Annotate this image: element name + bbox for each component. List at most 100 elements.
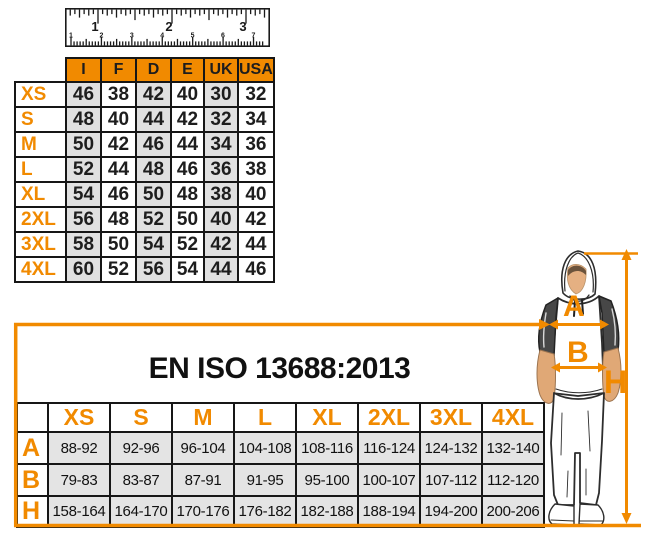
collar-line <box>569 294 590 302</box>
hair <box>568 265 586 276</box>
iso-cell: 182-188 <box>295 495 359 528</box>
size-cell: 56 <box>135 256 172 283</box>
left-sleeve <box>537 297 559 357</box>
size-cell: 36 <box>237 131 275 158</box>
size-cell: 46 <box>65 81 102 108</box>
ruler-cm-label: 1 <box>69 33 73 40</box>
iso-cell: 194-200 <box>419 495 483 528</box>
size-row-s: S 48 40 44 42 32 34 <box>14 106 275 133</box>
right-shoe <box>578 503 605 526</box>
size-cell: 38 <box>237 156 275 183</box>
iso-cell: 158-164 <box>47 495 111 528</box>
ruler-cm-label: 6 <box>221 33 225 40</box>
ruler-cm-label: 4 <box>160 33 164 40</box>
size-cell: 50 <box>65 131 102 158</box>
iso-measurement-table: XS S M L XL 2XL 3XL 4XL A 88-92 92-96 96… <box>16 402 545 528</box>
pants-creases <box>560 410 591 498</box>
iso-cell: 95-100 <box>295 463 359 497</box>
iso-col-header: 4XL <box>481 402 545 433</box>
size-cell: 46 <box>135 131 172 158</box>
size-cell: 44 <box>237 231 275 258</box>
size-cell: 56 <box>65 206 102 233</box>
iso-row-label: A <box>16 431 49 465</box>
ruler-cm-label: 3 <box>130 33 134 40</box>
size-row-label: S <box>14 106 67 133</box>
size-cell: 50 <box>135 181 172 208</box>
size-row-3xl: 3XL 58 50 54 52 42 44 <box>14 231 275 258</box>
size-cell: 50 <box>170 206 205 233</box>
iso-row-label: B <box>16 463 49 497</box>
size-cell: 38 <box>100 81 137 108</box>
sleeve-highlights <box>542 308 617 348</box>
iso-row-height: H 158-164 164-170 170-176 176-182 182-18… <box>16 495 545 528</box>
iso-col-header: M <box>171 402 235 433</box>
iso-col-header: 3XL <box>419 402 483 433</box>
size-cell: 60 <box>65 256 102 283</box>
shoe-sole-lines <box>550 519 604 522</box>
ruler-cm-label: 7 <box>251 33 255 40</box>
size-cell: 34 <box>237 106 275 133</box>
iso-cell: 176-182 <box>233 495 297 528</box>
size-cell: 52 <box>170 231 205 258</box>
iso-col-header: S <box>109 402 173 433</box>
iso-standard-title: EN ISO 13688:2013 <box>148 352 411 385</box>
iso-col-header: 2XL <box>357 402 421 433</box>
iso-col-header: XS <box>47 402 111 433</box>
pants <box>550 392 605 506</box>
iso-cell: 188-194 <box>357 495 421 528</box>
size-cell: 42 <box>100 131 137 158</box>
col-header-country: D <box>135 57 172 83</box>
waist-dimension-label: B <box>567 336 589 369</box>
left-shoe <box>548 503 575 526</box>
size-row-label: M <box>14 131 67 158</box>
iso-table-corner <box>16 402 49 433</box>
iso-header-row: XS S M L XL 2XL 3XL 4XL <box>16 402 545 433</box>
iso-cell: 92-96 <box>109 431 173 465</box>
size-table-corner <box>15 58 66 82</box>
ruler-inch-label: 2 <box>165 19 172 34</box>
size-cell: 40 <box>203 206 239 233</box>
hood-inner-line <box>564 252 594 293</box>
size-cell: 40 <box>237 181 275 208</box>
iso-cell: 116-124 <box>357 431 421 465</box>
size-cell: 48 <box>100 206 137 233</box>
size-cell: 58 <box>65 231 102 258</box>
iso-cell: 100-107 <box>357 463 421 497</box>
size-cell: 46 <box>170 156 205 183</box>
size-cell: 48 <box>65 106 102 133</box>
size-row-label: XL <box>14 181 67 208</box>
size-cell: 42 <box>170 106 205 133</box>
size-row-label: 2XL <box>14 206 67 233</box>
iso-cell: 170-176 <box>171 495 235 528</box>
size-cell: 54 <box>170 256 205 283</box>
size-row-m: M 50 42 46 44 34 36 <box>14 131 275 158</box>
size-conversion-table: I F D E UK USA XS 46 38 42 40 30 32 S 48… <box>14 57 275 283</box>
iso-cell: 164-170 <box>109 495 173 528</box>
iso-row-label: H <box>16 495 49 528</box>
ruler-cm-label: 5 <box>191 33 195 40</box>
size-cell: 38 <box>203 181 239 208</box>
size-cell: 40 <box>170 81 205 108</box>
size-cell: 50 <box>100 231 137 258</box>
iso-cell: 124-132 <box>419 431 483 465</box>
iso-cell: 88-92 <box>47 431 111 465</box>
size-cell: 46 <box>237 256 275 283</box>
size-table-header-row: I F D E UK USA <box>15 57 275 83</box>
size-cell: 48 <box>135 156 172 183</box>
size-row-xs: XS 46 38 42 40 30 32 <box>14 81 275 108</box>
size-cell: 44 <box>135 106 172 133</box>
col-header-country: I <box>65 57 102 83</box>
size-cell: 34 <box>203 131 239 158</box>
size-row-label: L <box>14 156 67 183</box>
left-forearm-hand <box>536 349 556 404</box>
size-cell: 52 <box>65 156 102 183</box>
ruler-inch-label: 1 <box>91 19 98 34</box>
size-cell: 30 <box>203 81 239 108</box>
ruler-cm-label: 2 <box>99 33 103 40</box>
iso-row-waist: B 79-83 83-87 87-91 91-95 95-100 100-107… <box>16 463 545 497</box>
ruler-inch-label: 3 <box>239 19 246 34</box>
size-cell: 44 <box>170 131 205 158</box>
size-cell: 52 <box>100 256 137 283</box>
iso-row-chest: A 88-92 92-96 96-104 104-108 108-116 116… <box>16 431 545 465</box>
size-cell: 42 <box>135 81 172 108</box>
